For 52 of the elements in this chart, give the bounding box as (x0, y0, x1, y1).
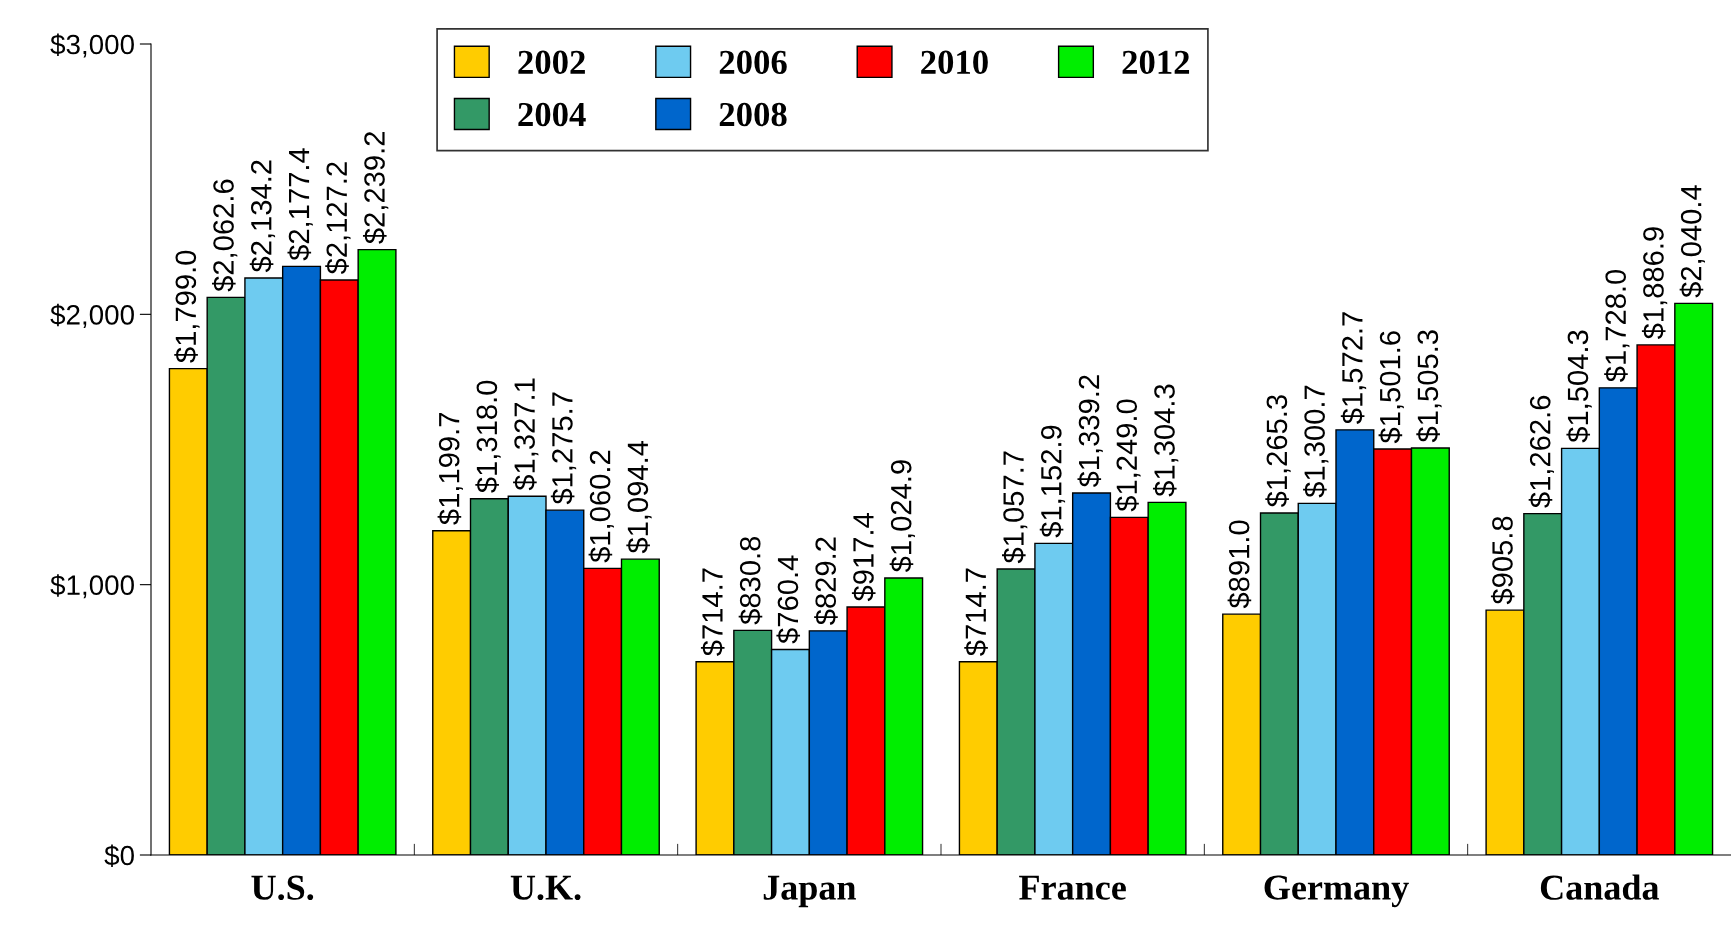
data-label: $1,094.4 (626, 440, 652, 554)
x-tick-label: Germany (1264, 875, 1409, 908)
data-label: $1,304.3 (1152, 384, 1179, 497)
y-tick-label: $0 (104, 844, 134, 867)
y-tick-label: $2,000 (50, 303, 134, 328)
data-label: $1,799.0 (174, 250, 200, 363)
data-label: $905.8 (1490, 516, 1515, 605)
data-label: $917.4 (851, 513, 876, 602)
data-label: $1,300.7 (1303, 385, 1329, 498)
y-tick-label: $1,000 (50, 574, 134, 599)
data-label: $829.2 (814, 537, 838, 625)
x-tick-label: U.K. (510, 875, 581, 901)
data-label: $1,318.0 (475, 380, 501, 493)
data-label: $891.0 (1227, 520, 1252, 609)
data-label: $2,134.2 (249, 160, 276, 273)
data-label: $830.8 (738, 536, 763, 625)
data-label: $1,249.0 (1115, 399, 1141, 512)
data-label: $1,501.6 (1378, 331, 1404, 444)
data-label: $1,886.9 (1641, 227, 1668, 340)
x-tick-label: Canada (1540, 874, 1659, 900)
x-tick-label: Japan (763, 875, 856, 908)
data-label: $1,572.7 (1340, 312, 1367, 424)
data-label: $714.7 (964, 568, 988, 656)
data-label: $1,504.3 (1566, 330, 1592, 443)
legend-label: 2006 (719, 50, 787, 75)
data-label: $2,127.2 (325, 162, 351, 275)
data-label: $1,152.9 (1039, 425, 1066, 538)
data-label: $1,024.9 (889, 460, 915, 573)
data-label: $1,057.7 (1002, 451, 1028, 564)
y-tick-label: $3,000 (50, 33, 134, 58)
data-label: $1,505.3 (1416, 330, 1442, 443)
data-label: $714.7 (700, 568, 725, 656)
data-label: $1,339.2 (1077, 375, 1103, 488)
data-label: $1,060.2 (588, 450, 614, 563)
data-label: $2,040.4 (1679, 185, 1705, 298)
data-label: $2,239.2 (362, 132, 389, 244)
legend-label: 2004 (518, 102, 586, 127)
data-label: $1,327.1 (513, 378, 539, 491)
legend-label: 2010 (921, 50, 988, 75)
data-label: $760.4 (776, 555, 801, 644)
data-label: $2,177.4 (287, 148, 313, 261)
data-label: $1,265.3 (1265, 395, 1291, 508)
data-label: $1,199.7 (437, 413, 463, 525)
legend-label: 2008 (719, 102, 787, 127)
x-tick-label: France (1019, 875, 1126, 900)
data-label: $1,728.0 (1604, 269, 1630, 382)
data-label: $1,275.7 (550, 392, 577, 505)
x-tick-label: U.S. (251, 875, 314, 901)
legend-label: 2002 (518, 50, 585, 75)
data-label: $2,062.6 (212, 179, 238, 292)
legend-label: 2012 (1122, 50, 1190, 75)
data-label: $1,262.6 (1528, 395, 1554, 508)
